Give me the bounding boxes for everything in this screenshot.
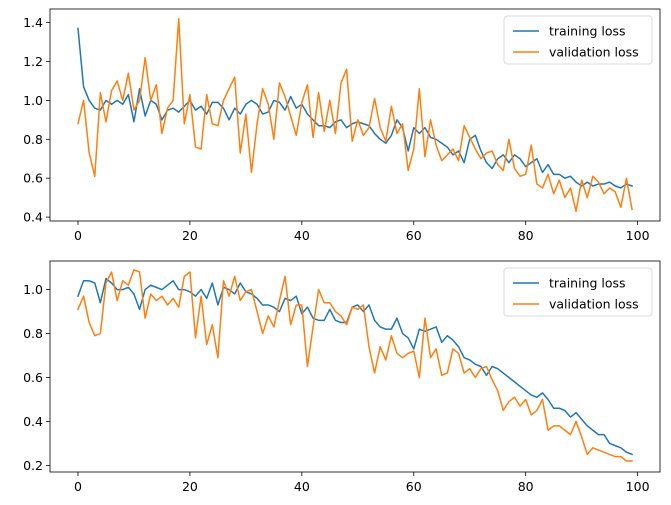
y-tick-label: 0.8: [23, 132, 43, 147]
x-tick-label: 100: [626, 479, 650, 494]
y-tick-label: 1.0: [23, 282, 43, 297]
legend-label: validation loss: [549, 297, 639, 312]
legend: training loss validation loss: [503, 267, 653, 317]
y-tick-label: 0.6: [23, 370, 43, 385]
x-tick-label: 20: [182, 228, 198, 243]
x-tick-label: 80: [518, 479, 534, 494]
x-tick-label: 100: [626, 228, 650, 243]
y-tick-label: 0.6: [23, 171, 43, 186]
legend-box: [503, 267, 653, 317]
y-tick-label: 0.4: [23, 414, 43, 429]
legend: training loss validation loss: [503, 15, 653, 65]
x-tick-label: 40: [294, 479, 310, 494]
x-tick-label: 0: [74, 228, 82, 243]
x-tick-label: 0: [74, 479, 82, 494]
series-line-validation-loss: [77, 17, 633, 213]
series-line-validation-loss: [76, 269, 633, 462]
y-tick-label: 1.4: [23, 15, 43, 30]
legend-label: training loss: [549, 24, 626, 39]
x-tick-label: 40: [294, 228, 310, 243]
y-tick-label: 0.4: [23, 210, 43, 225]
x-tick-label: 80: [518, 228, 534, 243]
y-tick-label: 1.0: [23, 93, 43, 108]
bottom-loss-chart: 0 20 40 60 80 100 0.2 0.4 0.6 0.8 1.0 training loss…: [23, 260, 661, 494]
x-tick-label: 60: [406, 479, 422, 494]
axes-frame: [49, 260, 661, 473]
y-tick-label: 0.8: [23, 326, 43, 341]
axes-frame: [49, 8, 661, 222]
x-tick-label: 60: [406, 228, 422, 243]
y-tick-label: 0.2: [23, 458, 43, 473]
top-loss-chart: 0 20 40 60 80 100 0.4 0.6 0.8 1.0 1.2 1.4 training l…: [23, 8, 661, 243]
legend-label: training loss: [549, 276, 626, 291]
y-tick-label: 1.2: [23, 54, 43, 69]
legend-box: [503, 15, 653, 65]
x-tick-label: 20: [182, 479, 198, 494]
series-line-training-loss: [77, 277, 633, 456]
legend-label: validation loss: [549, 45, 639, 60]
series-line-training-loss: [77, 27, 633, 189]
